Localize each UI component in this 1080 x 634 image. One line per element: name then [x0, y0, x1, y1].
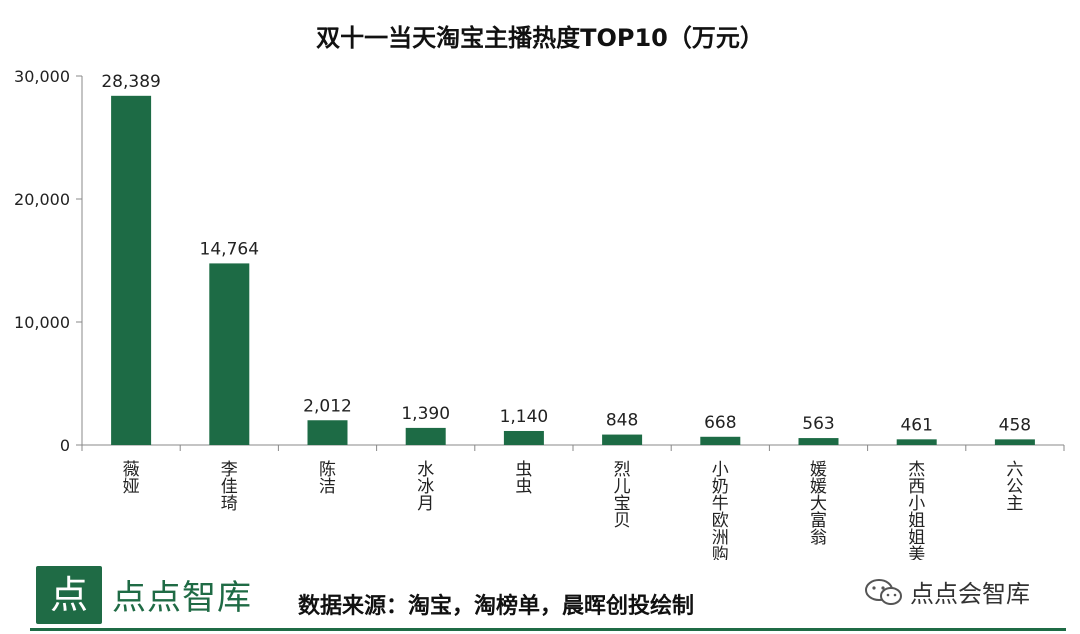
logo-glyph: 点 — [50, 573, 88, 617]
x-tick-label: 虫虫 — [515, 460, 532, 497]
wechat-name: 点点会智库 — [910, 580, 1030, 608]
brand-name: 点点智库 — [112, 578, 252, 618]
data-source: 数据来源：淘宝，淘榜单，晨晖创投绘制 — [298, 594, 695, 619]
data-label: 458 — [999, 415, 1031, 435]
bar — [700, 436, 741, 445]
x-tick-label: 媛媛大富翁 — [810, 460, 827, 548]
y-tick-label: 20,000 — [14, 190, 70, 209]
data-label: 848 — [606, 411, 638, 431]
chart-title: 双十一当天淘宝主播热度TOP10（万元） — [316, 24, 764, 52]
x-tick-label: 六公主 — [1006, 460, 1023, 514]
bar — [896, 439, 937, 445]
data-label: 1,140 — [500, 407, 549, 427]
bar — [798, 438, 839, 445]
footer-divider — [30, 628, 1066, 631]
x-tick-label: 杰西小姐姐美国购 — [908, 460, 925, 560]
bar — [111, 95, 152, 445]
bar — [405, 427, 446, 445]
y-tick-label: 30,000 — [14, 67, 70, 86]
x-tick-label: 水冰月 — [417, 460, 434, 514]
x-tick-label: 薇娅 — [123, 460, 140, 497]
bar — [209, 263, 250, 445]
y-tick-label: 10,000 — [14, 313, 70, 332]
bar — [994, 439, 1035, 445]
x-tick-label: 烈儿宝贝 — [614, 460, 631, 531]
data-label: 14,764 — [200, 239, 259, 259]
data-label: 1,390 — [401, 404, 450, 424]
data-label: 461 — [900, 415, 932, 435]
y-tick-label: 0 — [60, 436, 70, 455]
wechat-account: 点点会智库 — [864, 574, 1030, 609]
x-tick-label: 李佳琦 — [221, 460, 238, 514]
footer: 点 点点智库 数据来源：淘宝，淘榜单，晨晖创投绘制 点点会智库 — [0, 560, 1080, 634]
plot-area: 0 10,000 20,000 30,000 28,389 薇娅 14,764 李佳琦 2,01… — [14, 67, 1065, 560]
bar — [602, 434, 643, 445]
x-tick-label: 陈洁 — [319, 460, 336, 497]
wechat-icon — [865, 578, 902, 605]
data-label: 563 — [802, 414, 834, 434]
data-label: 2,012 — [303, 396, 352, 416]
bar-chart: 双十一当天淘宝主播热度TOP10（万元） 0 10,000 20,000 30,000… — [14, 24, 1065, 560]
bar — [307, 420, 348, 445]
bar — [503, 430, 544, 445]
data-label: 668 — [704, 413, 736, 433]
logo: 点 — [36, 566, 102, 624]
x-tick-label: 小奶牛欧洲购 — [712, 460, 729, 560]
data-label: 28,389 — [101, 72, 160, 92]
